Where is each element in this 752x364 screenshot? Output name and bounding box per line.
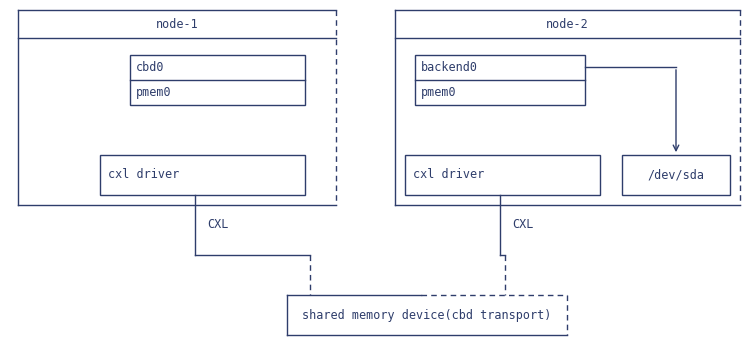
Bar <box>100 155 305 195</box>
Text: node-2: node-2 <box>546 17 589 31</box>
Text: cxl driver: cxl driver <box>413 169 484 182</box>
Bar <box>415 55 585 105</box>
Text: CXL: CXL <box>207 218 229 232</box>
Bar <box>405 155 600 195</box>
Text: node-1: node-1 <box>156 17 199 31</box>
Text: pmem0: pmem0 <box>421 86 456 99</box>
Text: cxl driver: cxl driver <box>108 169 179 182</box>
Text: backend0: backend0 <box>421 61 478 74</box>
Text: cbd0: cbd0 <box>136 61 165 74</box>
Text: CXL: CXL <box>512 218 533 232</box>
Text: /dev/sda: /dev/sda <box>647 169 705 182</box>
Bar <box>130 55 305 105</box>
Bar <box>622 155 730 195</box>
Text: pmem0: pmem0 <box>136 86 171 99</box>
Text: shared memory device(cbd transport): shared memory device(cbd transport) <box>302 309 552 321</box>
